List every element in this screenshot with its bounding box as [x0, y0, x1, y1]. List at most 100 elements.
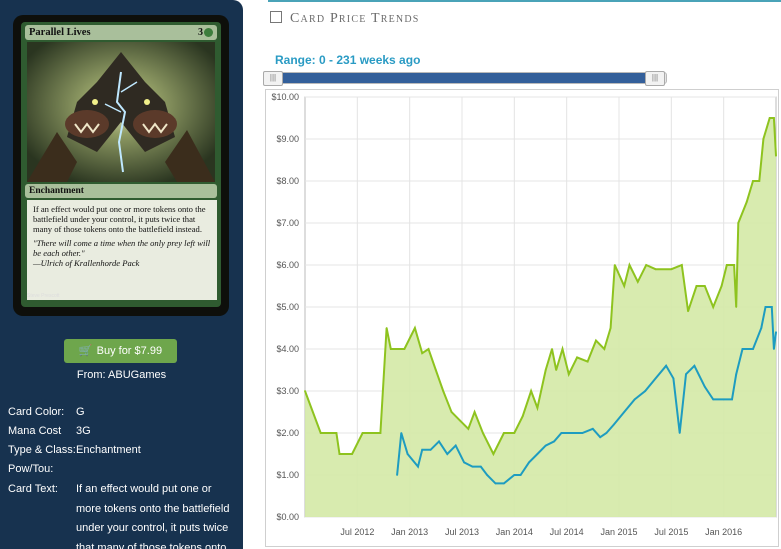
series-2-point [417, 465, 419, 468]
series-1-point [492, 453, 495, 455]
calendar-icon [270, 11, 282, 23]
series-1-point [567, 373, 570, 376]
green-mana-icon [204, 28, 213, 38]
series-2-point [429, 448, 432, 451]
series-1-point [361, 432, 364, 434]
series-2-point [421, 448, 424, 451]
series-2-point [396, 474, 399, 476]
seller-label: From: ABUGames [76, 369, 167, 381]
series-1-point [680, 264, 683, 266]
y-tick-label: $2.00 [276, 428, 299, 438]
series-2-point [605, 432, 608, 434]
range-slider[interactable]: ||| ||| [263, 71, 667, 86]
y-tick-label: $8.00 [276, 176, 299, 186]
y-tick-label: $9.00 [276, 134, 299, 144]
series-2-point [513, 474, 516, 476]
series-1-point [712, 306, 715, 308]
series-1-point [703, 285, 706, 287]
series-1-point [609, 327, 612, 329]
series-1-point [530, 390, 532, 392]
series-1-point [720, 285, 723, 287]
series-2-point [722, 398, 725, 401]
series-1-point [414, 327, 416, 329]
attr-type-label: Type & Class: [8, 444, 76, 456]
series-1-point [654, 268, 657, 271]
card-type-line: Enchantment [25, 184, 217, 198]
card-type-text: Enchantment [29, 186, 84, 196]
range-slider-handle-end[interactable]: ||| [645, 71, 665, 86]
series-1-point [603, 348, 606, 350]
range-slider-handle-start[interactable]: ||| [263, 71, 283, 86]
attr-text-label: Card Text: [8, 483, 58, 495]
series-1-point [735, 306, 738, 308]
x-tick-label: Jan 2016 [705, 527, 742, 537]
series-2-point [672, 377, 675, 380]
buy-button[interactable]: 🛒 Buy for $7.99 [64, 339, 177, 363]
series-1-point [670, 268, 673, 271]
series-1-point [450, 411, 453, 413]
card-name: Parallel Lives [29, 27, 91, 38]
series-2-point [581, 432, 584, 434]
series-1-point [434, 369, 437, 371]
series-1-point [613, 264, 616, 266]
card-artist: Steve Prescott [27, 293, 60, 299]
series-2-point [528, 461, 530, 464]
page-title: Card Price Trends [270, 10, 420, 27]
price-chart: $0.00 $1.00 $2.00 $3.00 $4.00 $5.00 $6.00 $7.00… [265, 89, 779, 547]
series-2-point [623, 411, 626, 413]
series-2-point [400, 432, 403, 434]
series-1-point [586, 360, 589, 363]
series-1-point [555, 369, 558, 371]
series-2-point [665, 364, 667, 367]
series-1-point [427, 348, 430, 350]
attr-color-value: G [76, 406, 85, 418]
series-1-point [576, 356, 579, 359]
series-2-point [654, 377, 657, 380]
series-1-point [752, 180, 754, 182]
card-text-box: If an effect would put one or more token… [27, 200, 217, 300]
series-1-point [442, 390, 445, 392]
series-2-point [486, 474, 489, 476]
series-2-point [764, 306, 767, 308]
x-tick-label: Jul 2013 [445, 527, 479, 537]
series-2-point [479, 465, 482, 468]
series-1-point [561, 348, 564, 350]
cart-icon: 🛒 [78, 345, 93, 357]
attr-type-value: Enchantment [76, 444, 141, 456]
page-title-text: Card Price Trends [290, 11, 420, 26]
series-1-point [773, 117, 775, 119]
series-1-point [775, 154, 777, 157]
x-tick-label: Jan 2013 [391, 527, 428, 537]
series-2-point [571, 432, 573, 434]
header-rule [268, 0, 781, 2]
series-2-point [406, 453, 409, 455]
card-rules-text: If an effect would put one or more token… [33, 204, 206, 234]
series-2-point [693, 364, 696, 367]
series-2-point [591, 427, 594, 430]
series-1-point [645, 264, 648, 266]
series-2-point [544, 444, 547, 447]
series-1-point [636, 280, 639, 283]
series-1-point [319, 432, 322, 434]
range-label: Range: 0 - 231 weeks ago [275, 53, 421, 67]
series-1-line [304, 117, 777, 457]
series-2-point [712, 398, 715, 401]
mana-number: 3 [198, 27, 203, 38]
series-1-point [733, 264, 736, 266]
series-1-point [473, 411, 476, 413]
series-1-area [305, 118, 776, 517]
series-2-point [502, 482, 505, 485]
series-1-point [389, 348, 392, 350]
x-tick-label: Jan 2014 [496, 527, 533, 537]
series-1-point [737, 222, 740, 224]
series-2-point [560, 432, 563, 434]
series-1-point [687, 310, 689, 313]
series-1-point [379, 432, 382, 434]
y-tick-label: $3.00 [276, 386, 299, 396]
card-flavor-text: "There will come a time when the only pr… [33, 238, 211, 258]
x-tick-label: Jul 2012 [340, 527, 374, 537]
series-2-point [775, 331, 777, 334]
series-2-point [685, 373, 687, 376]
series-1-point [725, 264, 728, 266]
x-tick-label: Jul 2014 [550, 527, 584, 537]
